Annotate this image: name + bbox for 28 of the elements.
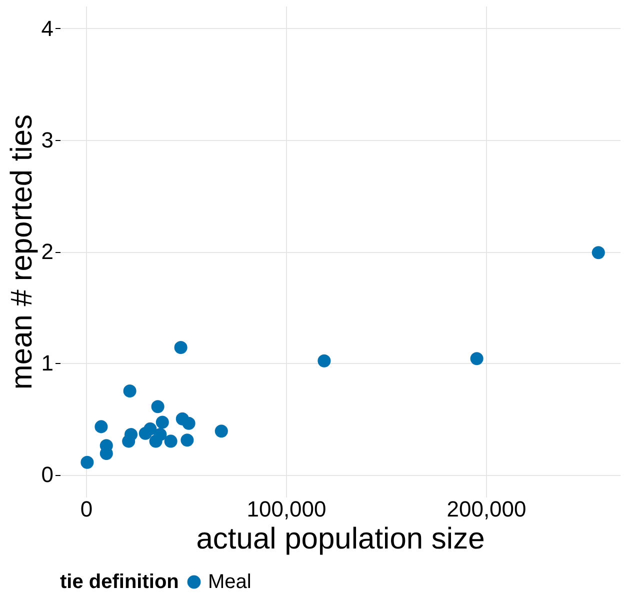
point bbox=[214, 424, 228, 438]
y-tick-label: 2 bbox=[41, 239, 54, 264]
y-axis-title: mean # reported ties bbox=[5, 114, 38, 390]
point bbox=[94, 420, 108, 434]
point bbox=[592, 246, 605, 260]
point bbox=[180, 434, 194, 447]
point bbox=[174, 340, 188, 354]
point bbox=[154, 428, 167, 442]
y-tick-label: 3 bbox=[41, 127, 54, 152]
point bbox=[470, 352, 484, 366]
x-tick-label: 0 bbox=[80, 496, 93, 522]
point bbox=[123, 384, 136, 398]
legend-title: tie definition bbox=[60, 571, 179, 593]
point bbox=[124, 428, 138, 442]
legend-label: Meal bbox=[208, 571, 252, 593]
y-tick-label: 0 bbox=[41, 462, 54, 488]
point bbox=[156, 416, 169, 429]
x-axis-title: actual population size bbox=[196, 522, 485, 556]
point bbox=[318, 354, 331, 368]
point bbox=[144, 422, 157, 436]
x-tick-label: 200,000 bbox=[446, 496, 526, 522]
point bbox=[151, 400, 164, 414]
x-tick-label: 100,000 bbox=[246, 496, 326, 522]
point bbox=[164, 434, 178, 448]
y-tick-label: 4 bbox=[41, 16, 54, 41]
point bbox=[80, 456, 94, 469]
y-tick-label: 1 bbox=[41, 350, 54, 376]
point bbox=[182, 416, 196, 430]
